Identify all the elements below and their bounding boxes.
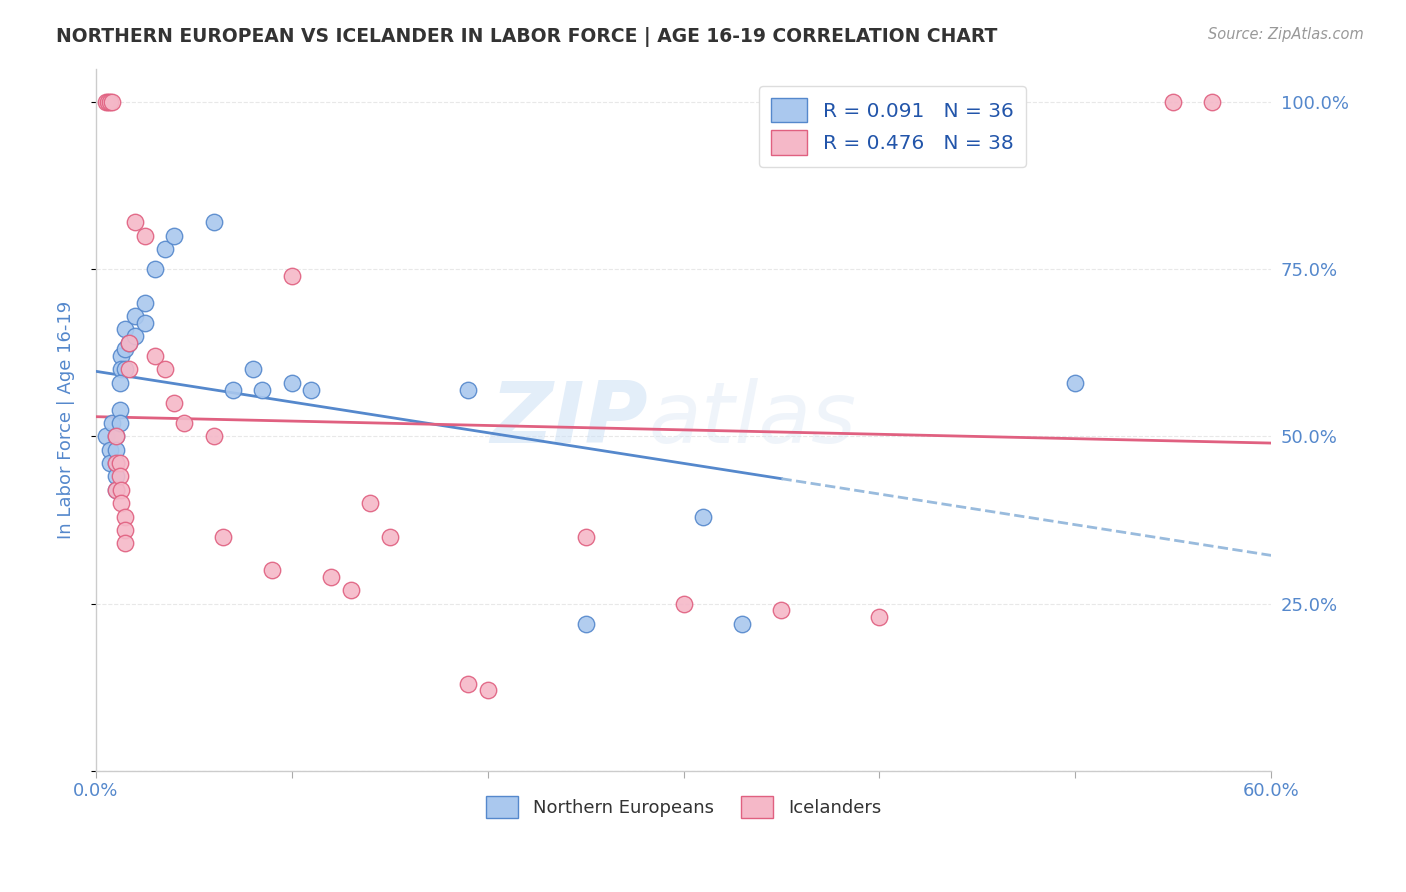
Point	[114, 362, 136, 376]
Point	[242, 362, 264, 376]
Point	[378, 530, 401, 544]
Point	[108, 376, 131, 390]
Point	[114, 523, 136, 537]
Y-axis label: In Labor Force | Age 16-19: In Labor Force | Age 16-19	[58, 301, 75, 539]
Point	[118, 362, 141, 376]
Point	[100, 416, 122, 430]
Point	[114, 322, 136, 336]
Point	[731, 616, 754, 631]
Point	[100, 95, 122, 109]
Point	[124, 215, 146, 229]
Point	[114, 343, 136, 357]
Point	[770, 603, 793, 617]
Point	[173, 416, 195, 430]
Point	[868, 610, 890, 624]
Point	[575, 530, 598, 544]
Point	[108, 416, 131, 430]
Point	[104, 456, 127, 470]
Point	[457, 383, 479, 397]
Point	[692, 509, 714, 524]
Point	[104, 429, 127, 443]
Text: ZIP: ZIP	[491, 378, 648, 461]
Point	[262, 563, 284, 577]
Point	[98, 442, 121, 457]
Point	[281, 376, 304, 390]
Point	[94, 95, 117, 109]
Point	[457, 677, 479, 691]
Point	[222, 383, 245, 397]
Point	[94, 429, 117, 443]
Point	[108, 469, 131, 483]
Point	[104, 456, 127, 470]
Text: Source: ZipAtlas.com: Source: ZipAtlas.com	[1208, 27, 1364, 42]
Point	[153, 362, 176, 376]
Text: NORTHERN EUROPEAN VS ICELANDER IN LABOR FORCE | AGE 16-19 CORRELATION CHART: NORTHERN EUROPEAN VS ICELANDER IN LABOR …	[56, 27, 998, 46]
Point	[98, 95, 121, 109]
Point	[110, 362, 132, 376]
Point	[1161, 95, 1184, 109]
Point	[104, 429, 127, 443]
Point	[1064, 376, 1087, 390]
Point	[110, 349, 132, 363]
Point	[134, 316, 156, 330]
Point	[110, 483, 132, 497]
Point	[134, 228, 156, 243]
Point	[319, 570, 342, 584]
Text: atlas: atlas	[648, 378, 856, 461]
Point	[110, 496, 132, 510]
Point	[163, 228, 186, 243]
Point	[104, 483, 127, 497]
Point	[301, 383, 323, 397]
Legend: Northern Europeans, Icelanders: Northern Europeans, Icelanders	[478, 789, 889, 825]
Point	[281, 268, 304, 283]
Point	[202, 429, 225, 443]
Point	[114, 536, 136, 550]
Point	[104, 469, 127, 483]
Point	[134, 295, 156, 310]
Point	[143, 349, 166, 363]
Point	[124, 309, 146, 323]
Point	[477, 683, 499, 698]
Point	[339, 583, 361, 598]
Point	[104, 442, 127, 457]
Point	[163, 396, 186, 410]
Point	[153, 242, 176, 256]
Point	[124, 329, 146, 343]
Point	[98, 456, 121, 470]
Point	[252, 383, 274, 397]
Point	[575, 616, 598, 631]
Point	[104, 483, 127, 497]
Point	[202, 215, 225, 229]
Point	[143, 262, 166, 277]
Point	[118, 335, 141, 350]
Point	[1201, 95, 1223, 109]
Point	[108, 402, 131, 417]
Point	[114, 509, 136, 524]
Point	[108, 456, 131, 470]
Point	[359, 496, 381, 510]
Point	[97, 95, 120, 109]
Point	[118, 335, 141, 350]
Point	[672, 597, 695, 611]
Point	[212, 530, 235, 544]
